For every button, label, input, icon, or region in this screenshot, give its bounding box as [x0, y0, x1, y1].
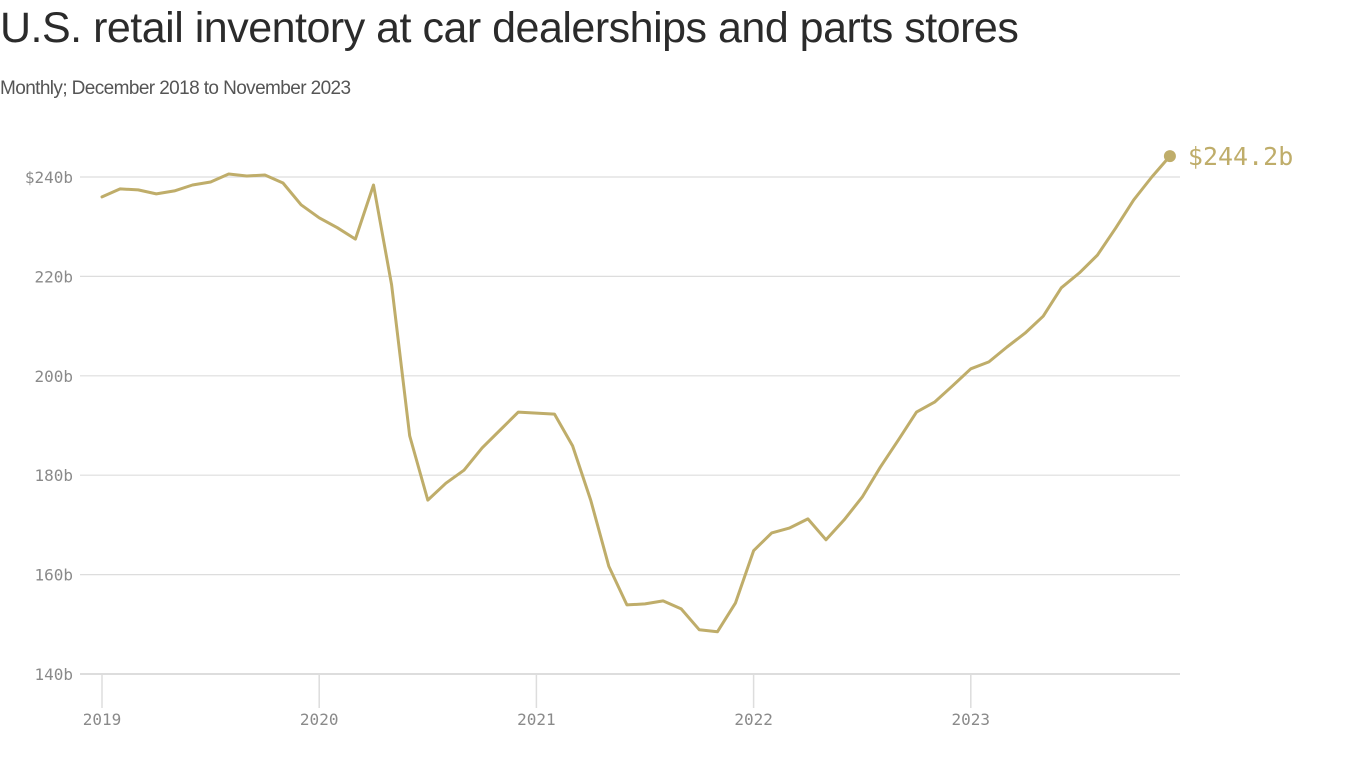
end-value-label: $244.2b: [1188, 142, 1293, 171]
x-axis: 2019 2020 2021 2022 2023: [83, 674, 990, 729]
y-tick-label: 220b: [34, 267, 73, 286]
chart-subtitle: Monthly; December 2018 to November 2023: [0, 78, 351, 99]
y-gridlines: [80, 176, 1180, 675]
chart-title: U.S. retail inventory at car dealerships…: [0, 4, 1019, 52]
y-tick-label: 200b: [34, 367, 73, 386]
y-tick-label: $240b: [25, 168, 73, 187]
y-axis-labels: 140b 160b 180b 200b 220b $240b: [25, 168, 73, 684]
x-tick-label: 2020: [300, 710, 339, 729]
y-tick-label: 180b: [34, 466, 73, 485]
y-tick-label: 140b: [34, 665, 73, 684]
x-tick-label: 2022: [734, 710, 773, 729]
end-point-marker: [1163, 150, 1176, 163]
x-tick-label: 2019: [83, 710, 122, 729]
x-tick-label: 2023: [952, 710, 991, 729]
x-tick-label: 2021: [517, 710, 556, 729]
y-tick-label: 160b: [34, 566, 73, 585]
inventory-line: [100, 154, 1172, 634]
